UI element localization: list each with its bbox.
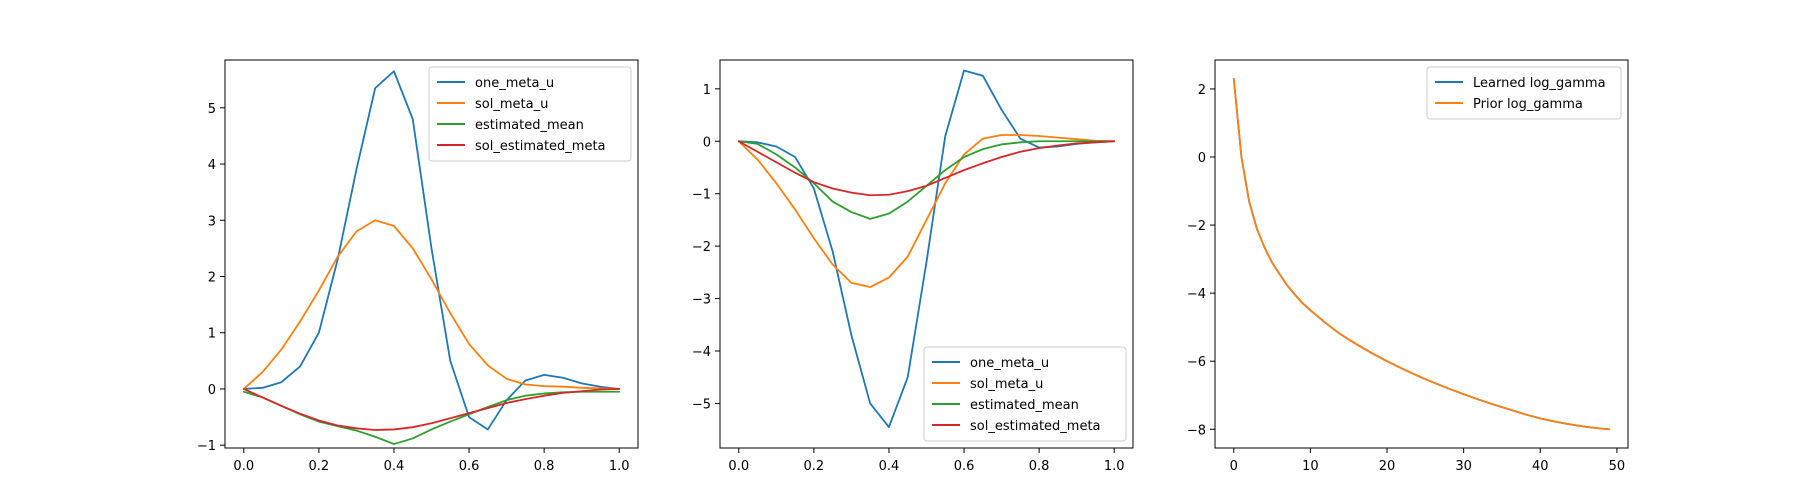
legend-box xyxy=(923,346,1127,442)
x-axis: 0 10 20 30 40 50 xyxy=(1230,448,1626,474)
x-tick-label: 20 xyxy=(1379,459,1396,474)
x-tick-label: 30 xyxy=(1455,459,1472,474)
y-tick-label: 3 xyxy=(208,214,216,229)
x-tick-label: 50 xyxy=(1609,459,1626,474)
series-line-sol-meta-u xyxy=(737,134,1116,288)
series-line-sol-meta-u xyxy=(242,219,621,390)
legend-label: one_meta_u xyxy=(475,76,554,91)
x-tick-label: 0.6 xyxy=(459,459,480,474)
subplot-1: 0.0 0.2 0.4 0.6 0.8 1.0 −1 0 1 2 3 4 5 one_meta_u sol_… xyxy=(197,59,639,474)
y-tick-label: −5 xyxy=(692,397,711,412)
legend-label: sol_estimated_meta xyxy=(475,139,606,154)
x-tick-label: 0.4 xyxy=(384,459,405,474)
y-axis: −5 −4 −3 −2 −1 0 1 xyxy=(692,83,720,412)
y-tick-label: 2 xyxy=(1198,83,1206,98)
series-line-prior-log-gamma xyxy=(1232,77,1611,431)
legend-label: Learned log_gamma xyxy=(1473,76,1606,91)
x-tick-label: 0.2 xyxy=(309,459,330,474)
legend-label: one_meta_u xyxy=(970,356,1049,371)
y-tick-label: 5 xyxy=(208,102,216,117)
legend-box xyxy=(1426,66,1622,120)
legend-label: sol_estimated_meta xyxy=(970,419,1101,434)
axes-frame xyxy=(1214,59,1629,449)
y-tick-label: −2 xyxy=(1187,219,1206,234)
axes-frame xyxy=(224,59,639,449)
series-line-sol-estimated-meta xyxy=(737,140,1116,197)
y-tick-label: −1 xyxy=(692,188,711,203)
x-tick-label: 0.0 xyxy=(728,459,749,474)
x-axis: 0.0 0.2 0.4 0.6 0.8 1.0 xyxy=(233,448,630,474)
x-tick-label: 0.2 xyxy=(804,459,825,474)
subplot-3: 0 10 20 30 40 50 −8 −6 −4 −2 0 2 Learned log_gamma Pr… xyxy=(1187,59,1629,474)
series-line-estimated-mean xyxy=(737,140,1116,220)
legend-label: Prior log_gamma xyxy=(1473,97,1583,112)
x-tick-label: 1.0 xyxy=(1104,459,1125,474)
y-tick-label: 2 xyxy=(208,270,216,285)
y-tick-label: 0 xyxy=(1198,151,1206,166)
x-tick-label: 0.6 xyxy=(954,459,975,474)
y-tick-label: 0 xyxy=(208,383,216,398)
plot-area xyxy=(242,70,621,445)
legend-label: sol_meta_u xyxy=(475,97,548,112)
x-tick-label: 0.8 xyxy=(1029,459,1050,474)
legend-label: estimated_mean xyxy=(475,118,584,133)
x-tick-label: 10 xyxy=(1302,459,1319,474)
series-line-sol-estimated-meta xyxy=(242,388,621,431)
series-line-estimated-mean xyxy=(242,390,621,445)
plot-area xyxy=(737,69,1116,428)
axes-frame xyxy=(719,59,1134,449)
y-tick-label: −4 xyxy=(692,345,711,360)
plot-area xyxy=(1232,77,1611,431)
series-line-one-meta-u xyxy=(242,70,621,431)
legend: Learned log_gamma Prior log_gamma xyxy=(1426,66,1622,120)
y-tick-label: 1 xyxy=(703,83,711,98)
x-tick-label: 1.0 xyxy=(609,459,630,474)
y-tick-label: 0 xyxy=(703,135,711,150)
subplot-2: 0.0 0.2 0.4 0.6 0.8 1.0 −5 −4 −3 −2 −1 0 1 one_meta_u… xyxy=(692,59,1134,474)
x-axis: 0.0 0.2 0.4 0.6 0.8 1.0 xyxy=(728,448,1125,474)
legend: one_meta_u sol_meta_u estimated_mean sol_es… xyxy=(923,346,1127,442)
legend-label: sol_meta_u xyxy=(970,377,1043,392)
x-tick-label: 40 xyxy=(1532,459,1549,474)
x-tick-label: 0.8 xyxy=(534,459,555,474)
y-tick-label: 4 xyxy=(208,158,216,173)
y-tick-label: −2 xyxy=(692,240,711,255)
x-tick-label: 0 xyxy=(1230,459,1238,474)
x-tick-label: 0.0 xyxy=(233,459,254,474)
y-tick-label: −6 xyxy=(1187,355,1206,370)
y-tick-label: −1 xyxy=(197,439,216,454)
y-tick-label: −4 xyxy=(1187,287,1206,302)
y-tick-label: 1 xyxy=(208,327,216,342)
y-tick-label: −8 xyxy=(1187,423,1206,438)
legend: one_meta_u sol_meta_u estimated_mean sol_es… xyxy=(428,66,632,162)
y-axis: −1 0 1 2 3 4 5 xyxy=(197,102,225,454)
legend-box xyxy=(428,66,632,162)
y-axis: −8 −6 −4 −2 0 2 xyxy=(1187,83,1215,438)
legend-label: estimated_mean xyxy=(970,398,1079,413)
x-tick-label: 0.4 xyxy=(879,459,900,474)
y-tick-label: −3 xyxy=(692,293,711,308)
